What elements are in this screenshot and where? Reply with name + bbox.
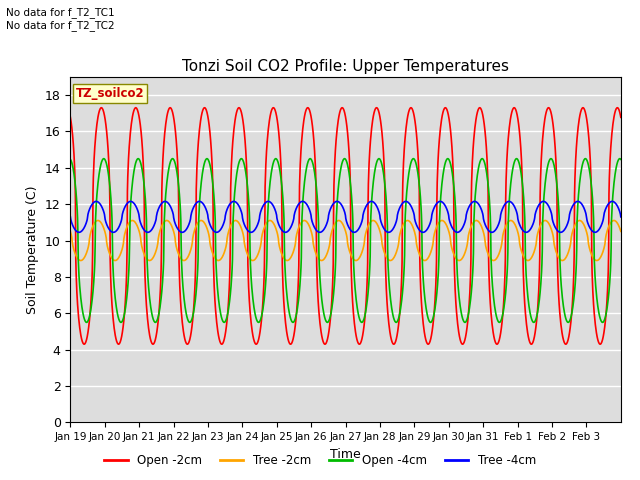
Text: TZ_soilco2: TZ_soilco2 (76, 87, 145, 100)
Text: No data for f_T2_TC1: No data for f_T2_TC1 (6, 7, 115, 18)
X-axis label: Time: Time (330, 448, 361, 461)
Legend: Open -2cm, Tree -2cm, Open -4cm, Tree -4cm: Open -2cm, Tree -2cm, Open -4cm, Tree -4… (99, 449, 541, 472)
Text: No data for f_T2_TC2: No data for f_T2_TC2 (6, 20, 115, 31)
Y-axis label: Soil Temperature (C): Soil Temperature (C) (26, 185, 39, 314)
Title: Tonzi Soil CO2 Profile: Upper Temperatures: Tonzi Soil CO2 Profile: Upper Temperatur… (182, 59, 509, 74)
